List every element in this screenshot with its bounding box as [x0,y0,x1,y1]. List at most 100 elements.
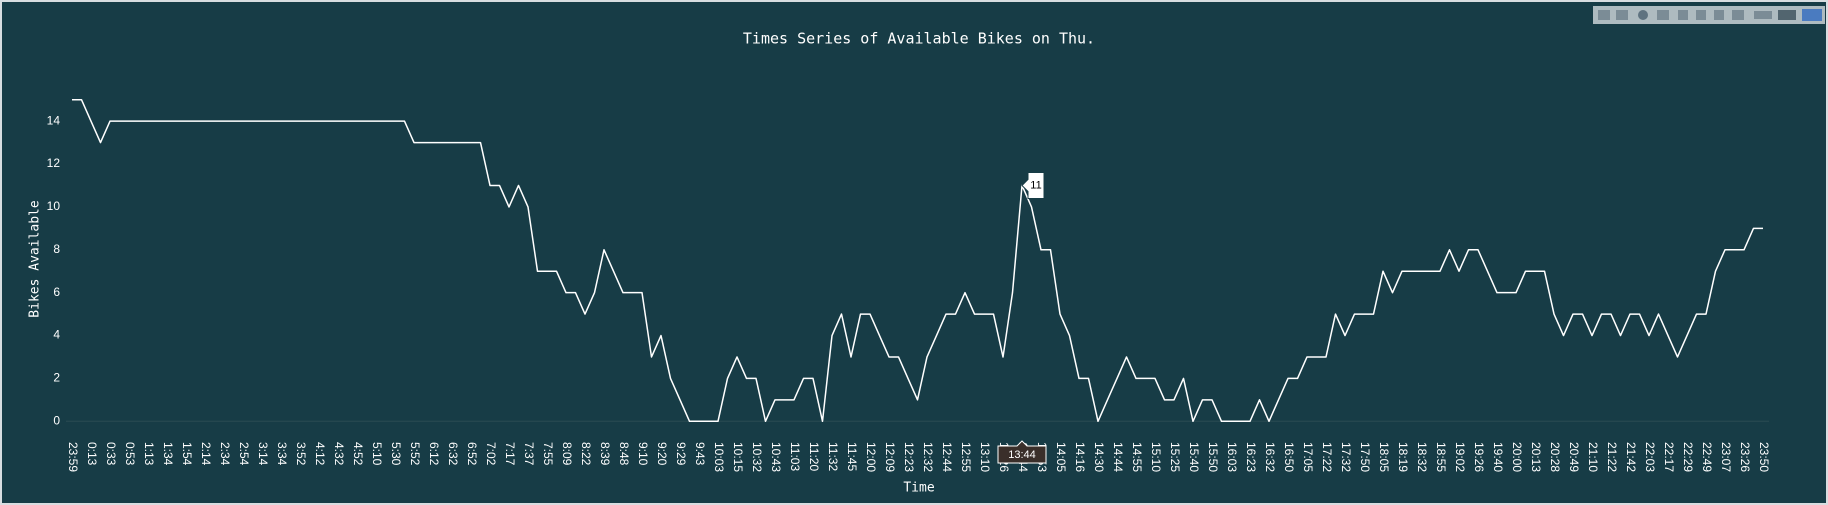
y-tick-label: 14 [47,113,61,127]
x-tick-label: 1:54 [180,442,194,466]
x-tick-label: 7:17 [503,442,517,466]
x-tick-label: 10:32 [750,442,764,472]
hover-x-box [997,440,1047,464]
x-tick-label: 11:32 [826,442,840,471]
x-tick-label: 16:50 [1282,442,1296,472]
x-tick-label: 5:30 [389,442,403,466]
x-tick-label: 10:03 [712,442,726,472]
x-tick-label: 2:14 [199,442,213,466]
zoom-out-icon[interactable] [1696,10,1706,20]
x-tick-label: 10:43 [769,442,783,472]
x-tick-label: 8:09 [560,442,574,466]
x-tick-label: 16:32 [1263,442,1277,472]
x-tick-label: 22:03 [1643,442,1657,472]
x-tick-label: 17:50 [1358,442,1372,472]
plotly-logo[interactable] [1802,9,1822,21]
x-tick-label: 2:54 [237,442,251,466]
reset-icon[interactable] [1732,10,1744,20]
x-tick-label: 12:09 [883,442,897,472]
hover-box [1021,171,1045,199]
data-line [72,98,1763,423]
x-tick-label: 2:34 [218,442,232,466]
x-tick-label: 21:22 [1605,442,1619,472]
y-tick-label: 8 [53,242,60,256]
x-tick-label: 21:42 [1624,442,1638,472]
x-tick-label: 14:30 [1092,442,1106,472]
x-tick-label: 14:05 [1054,442,1068,472]
x-tick-label: 8:39 [598,442,612,466]
x-tick-label: 13:10 [978,442,992,472]
autoscale-icon[interactable] [1714,10,1724,20]
save-icon[interactable] [1616,10,1628,20]
x-tick-label: 23:07 [1719,442,1733,472]
x-tick-label: 19:40 [1491,442,1505,472]
hover-x-label: 13:44 [1008,449,1036,461]
x-tick-label: 15:40 [1187,442,1201,472]
x-tick-label: 22:29 [1681,442,1695,472]
x-tick-label: 20:49 [1567,442,1581,472]
x-tick-label: 23:26 [1738,442,1752,472]
x-tick-label: 9:10 [636,442,650,466]
x-tick-label: 0:53 [123,442,137,466]
x-tick-label: 20:00 [1510,442,1524,472]
x-axis-label: Time [903,481,934,496]
pan-icon[interactable] [1657,10,1669,20]
hover-icon[interactable] [1778,10,1796,20]
x-tick-label: 18:19 [1396,442,1410,472]
x-tick-label: 19:26 [1472,442,1486,472]
x-tick-label: 1:34 [161,442,175,466]
x-tick-label: 0:13 [85,442,99,466]
x-tick-label: 8:22 [579,442,593,466]
x-tick-label: 12:44 [940,442,954,472]
x-tick-label: 14:44 [1111,442,1125,472]
x-tick-label: 17:05 [1301,442,1315,472]
x-tick-label: 23:59 [66,442,80,472]
x-tick-label: 4:12 [313,442,327,466]
x-tick-label: 16:03 [1225,442,1239,472]
modebar-background [1593,6,1825,24]
x-tick-label: 15:25 [1168,442,1182,472]
x-tick-label: 4:32 [332,442,346,466]
zoom-icon[interactable] [1638,10,1648,20]
x-tick-label: 10:15 [731,442,745,472]
zoom-in-icon[interactable] [1678,10,1688,20]
x-tick-label: 6:52 [465,442,479,466]
spike-icon[interactable] [1754,11,1772,19]
x-tick-label: 4:52 [351,442,365,466]
x-tick-label: 12:55 [959,442,973,472]
x-tick-label: 3:34 [275,442,289,466]
x-tick-label: 14:55 [1130,442,1144,472]
x-tick-label: 12:32 [921,442,935,472]
y-tick-label: 4 [53,328,60,342]
x-tick-label: 7:55 [541,442,555,466]
hover-value: 11 [1030,179,1041,191]
x-tick-label: 15:10 [1149,442,1163,472]
x-tick-label: 17:32 [1339,442,1353,472]
x-tick-label: 6:12 [427,442,441,466]
x-tick-label: 9:20 [655,442,669,466]
x-tick-label: 12:23 [902,442,916,472]
x-tick-label: 1:13 [142,442,156,466]
y-tick-label: 12 [47,156,61,170]
x-tick-label: 22:49 [1700,442,1714,472]
x-tick-label: 8:48 [617,442,631,466]
modebar [1593,6,1825,24]
chart-title: Times Series of Available Bikes on Thu. [743,30,1095,48]
x-tick-label: 18:05 [1377,442,1391,472]
x-tick-label: 18:55 [1434,442,1448,472]
hover-tooltip: 11 13:44 [997,171,1047,464]
y-tick-label: 6 [53,285,60,299]
x-tick-label: 3:14 [256,442,270,466]
x-tick-label: 6:32 [446,442,460,466]
x-tick-label: 17:22 [1320,442,1334,472]
camera-icon[interactable] [1598,10,1610,20]
x-tick-label: 15:50 [1206,442,1220,472]
y-tick-label: 2 [53,371,60,385]
x-tick-label: 21:10 [1586,442,1600,472]
x-tick-label: 16:23 [1244,442,1258,472]
x-tick-label: 11:03 [788,442,802,471]
x-tick-label: 0:33 [104,442,118,466]
